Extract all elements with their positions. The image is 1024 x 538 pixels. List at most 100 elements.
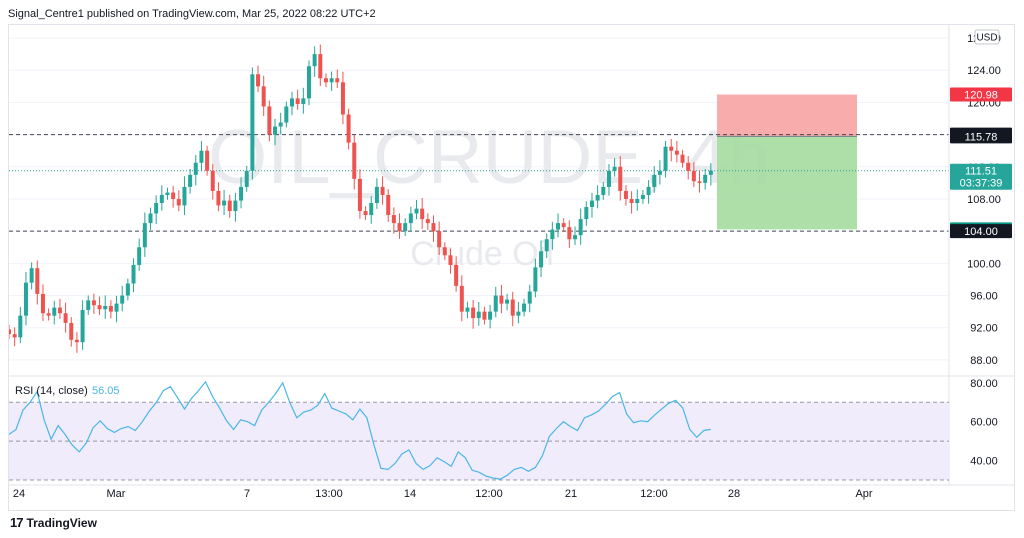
candle-body — [40, 293, 45, 314]
candle-body — [567, 227, 572, 240]
tradingview-logo-icon: 17 — [10, 515, 24, 530]
chart-container[interactable]: OIL_CRUDE, 4h Crude Oil 88.00 92.00 96.00 1… — [7, 24, 1015, 511]
candle-body — [261, 86, 266, 107]
take-profit-zone — [717, 136, 857, 230]
candle-body — [176, 198, 181, 206]
stop-badge-bg — [950, 87, 1012, 102]
candle-body — [680, 154, 685, 163]
symbol-watermark: OIL_CRUDE, 4h Crude Oil — [208, 115, 770, 273]
price-tick-label: 100.00 — [967, 258, 1001, 270]
candle-body — [18, 315, 23, 338]
candle-body — [459, 285, 464, 312]
candle-body — [29, 268, 34, 283]
candle-body — [52, 307, 57, 316]
candle-body — [329, 78, 334, 83]
candle-body — [306, 66, 311, 99]
candle-body — [691, 170, 696, 182]
candle-body — [131, 264, 136, 284]
candle-body — [697, 181, 702, 183]
rsi-tick-label: 60.00 — [970, 417, 998, 429]
candle-body — [148, 213, 153, 224]
candle-body — [256, 74, 261, 87]
candle-body — [454, 264, 459, 286]
candle-body — [482, 311, 487, 320]
candle-body — [386, 194, 391, 216]
candle-body — [278, 122, 283, 127]
candle-body — [57, 307, 62, 314]
candle-body — [646, 186, 651, 195]
candle-body — [510, 299, 515, 316]
candle-body — [573, 235, 577, 240]
candle-body — [629, 198, 634, 203]
candle-body — [403, 223, 408, 232]
candle-body — [12, 334, 17, 338]
currency-text: USD — [976, 33, 997, 44]
candle-body — [703, 174, 708, 183]
candle-body — [7, 329, 11, 335]
candle-body — [23, 282, 28, 316]
candle-body — [442, 247, 447, 256]
candle-body — [216, 190, 221, 206]
candle-body — [295, 98, 300, 105]
rsi-line — [8, 380, 711, 480]
candle-body — [103, 305, 108, 310]
candle-body — [210, 170, 215, 191]
candle-body — [499, 295, 504, 304]
chart-svg[interactable]: OIL_CRUDE, 4h Crude Oil 88.00 92.00 96.00 1… — [7, 25, 1014, 510]
candle-body — [63, 313, 68, 323]
candle-body — [476, 311, 481, 319]
candle-body — [137, 247, 142, 265]
candle-body — [539, 251, 544, 268]
short-position-tool[interactable] — [717, 94, 857, 230]
stop-badge-label: 120.98 — [964, 90, 998, 102]
candle-body — [290, 98, 294, 107]
candle-body — [708, 170, 713, 175]
candle-body — [657, 170, 662, 175]
candle-body — [652, 174, 657, 187]
candle-body — [284, 106, 289, 123]
price-tick-label: 108.00 — [967, 194, 1001, 206]
price-tick-label: 124.00 — [967, 65, 1001, 77]
tradingview-footer[interactable]: 17 TradingView — [10, 515, 97, 530]
line-104-badge-bg — [950, 224, 1012, 239]
candle-body — [86, 300, 91, 311]
candle-body — [488, 311, 493, 320]
candle-body — [618, 166, 623, 191]
candle-body — [595, 194, 600, 201]
candle-body — [91, 300, 96, 306]
candle-body — [391, 215, 396, 224]
candle-body — [120, 295, 125, 304]
time-tick-label: 24 — [13, 488, 25, 500]
entry-badge-label: 115.78 — [965, 131, 998, 143]
candle-body — [669, 146, 674, 151]
candle-body — [340, 82, 345, 115]
candle-body — [188, 174, 193, 187]
candle-body — [522, 303, 527, 312]
time-tick-label: 13:00 — [315, 488, 343, 500]
current-price-label: 111.51 — [965, 166, 997, 178]
candle-body — [335, 78, 340, 83]
candle-body — [493, 295, 498, 312]
candle-body — [165, 192, 170, 195]
currency-label: USD — [974, 29, 1000, 45]
candle-body — [46, 313, 51, 316]
candle-body — [471, 307, 476, 319]
candle-body — [80, 310, 85, 343]
candle-body — [533, 267, 538, 292]
candle-body — [267, 106, 272, 135]
candle-body — [556, 223, 561, 230]
candle-body — [448, 255, 453, 265]
time-tick-label: Apr — [855, 488, 872, 500]
line-104-badge-label: 104.00 — [964, 226, 998, 238]
candle-body — [142, 223, 147, 248]
rsi-pane: 40.00 60.00 80.00 RSI (14, close) 56.05 — [8, 378, 998, 481]
candle-body — [686, 162, 691, 171]
candlestick-series — [7, 44, 713, 353]
candle-body — [205, 150, 210, 171]
time-tick-label: 28 — [728, 488, 740, 500]
publish-header: Signal_Centre1 published on TradingView.… — [8, 8, 376, 20]
candle-body — [544, 239, 549, 252]
candle-body — [97, 305, 102, 310]
candle-body — [584, 207, 589, 220]
horizontal-lines — [9, 134, 949, 232]
